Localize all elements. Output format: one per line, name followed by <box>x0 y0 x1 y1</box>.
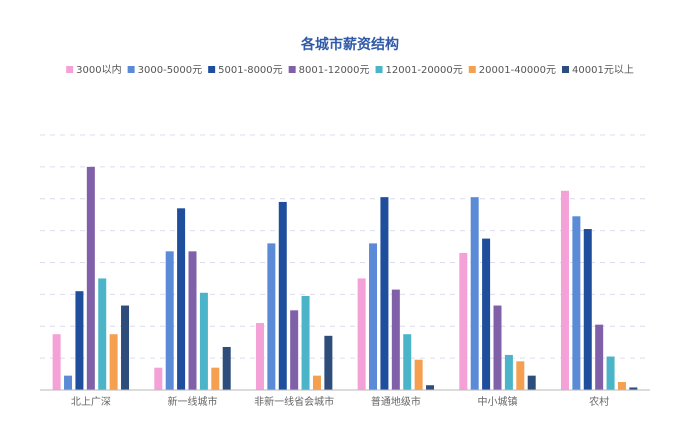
bar <box>459 252 468 390</box>
x-tick-label: 中小城镇 <box>478 395 518 408</box>
bar <box>267 243 276 390</box>
chart-title: 各城市薪资结构 <box>300 36 399 53</box>
legend-label: 3000-5000元 <box>138 65 203 76</box>
legend-swatch <box>208 66 216 73</box>
bar <box>64 375 73 390</box>
bar <box>369 243 378 390</box>
bar <box>165 251 174 390</box>
bar <box>52 334 61 390</box>
legend-label: 40001元以上 <box>572 64 634 76</box>
bar <box>560 190 569 390</box>
bar-group <box>459 197 536 390</box>
bar <box>391 289 400 390</box>
bar <box>211 367 220 390</box>
bar <box>403 334 412 390</box>
legend-item: 12001-20000元 <box>375 65 463 76</box>
bar <box>357 278 366 390</box>
bar <box>177 208 186 390</box>
bar <box>629 387 638 390</box>
bar <box>255 323 264 390</box>
legend-label: 3000以内 <box>76 63 121 76</box>
bar <box>199 292 208 390</box>
bar <box>606 356 615 390</box>
bar <box>583 229 592 390</box>
legend-label: 20001-40000元 <box>479 65 556 76</box>
bar <box>222 346 231 390</box>
legend-swatch <box>375 66 383 73</box>
x-tick-label: 农村 <box>589 395 609 408</box>
legend-label: 5001-8000元 <box>218 65 283 76</box>
x-tick-labels: 北上广深 新一线城市 非新一线省会城市 普通地级市 中小城镇 农村 <box>71 395 609 408</box>
legend: 3000以内 3000-5000元 5001-8000元 8001-12000元 120… <box>66 63 634 76</box>
bar <box>470 197 479 390</box>
bar <box>109 334 118 390</box>
bar-group <box>154 208 231 390</box>
bar <box>380 197 389 390</box>
bar-group <box>52 166 130 390</box>
bar <box>324 335 333 390</box>
bar <box>527 375 536 390</box>
x-tick-label: 北上广深 <box>71 396 111 408</box>
bar <box>482 238 491 390</box>
bar <box>188 251 197 390</box>
bar <box>493 305 502 390</box>
bar <box>595 324 604 390</box>
bar <box>617 382 626 390</box>
bar <box>290 310 299 390</box>
legend-swatch <box>468 66 476 73</box>
bar <box>516 361 525 390</box>
bar <box>121 305 130 390</box>
legend-item: 5001-8000元 <box>208 65 283 76</box>
bars <box>52 166 638 390</box>
bar <box>86 166 95 390</box>
legend-swatch <box>66 66 74 73</box>
bar <box>75 291 84 390</box>
legend-swatch <box>562 66 570 73</box>
bar <box>572 216 581 390</box>
x-tick-label: 非新一线省会城市 <box>254 395 334 408</box>
bar <box>504 354 513 390</box>
bar <box>154 367 163 390</box>
legend-swatch <box>288 66 296 73</box>
bar-group <box>357 197 435 390</box>
bar <box>312 375 321 390</box>
bar-group <box>560 190 638 390</box>
legend-item: 20001-40000元 <box>468 65 556 76</box>
legend-label: 12001-20000元 <box>386 65 463 76</box>
x-tick-label: 新一线城市 <box>168 395 218 408</box>
bar <box>426 385 435 390</box>
legend-label: 8001-12000元 <box>299 65 370 76</box>
gridlines <box>40 134 650 359</box>
legend-swatch <box>127 66 135 73</box>
bar <box>98 278 107 390</box>
legend-item: 40001元以上 <box>562 64 634 76</box>
bar <box>414 359 423 390</box>
legend-item: 8001-12000元 <box>288 65 370 76</box>
bar <box>301 295 310 390</box>
legend-item: 3000以内 <box>66 63 122 76</box>
legend-item: 3000-5000元 <box>127 65 203 76</box>
x-tick-label: 普通地级市 <box>371 395 421 408</box>
bar <box>278 201 287 390</box>
bar-group <box>255 201 333 390</box>
